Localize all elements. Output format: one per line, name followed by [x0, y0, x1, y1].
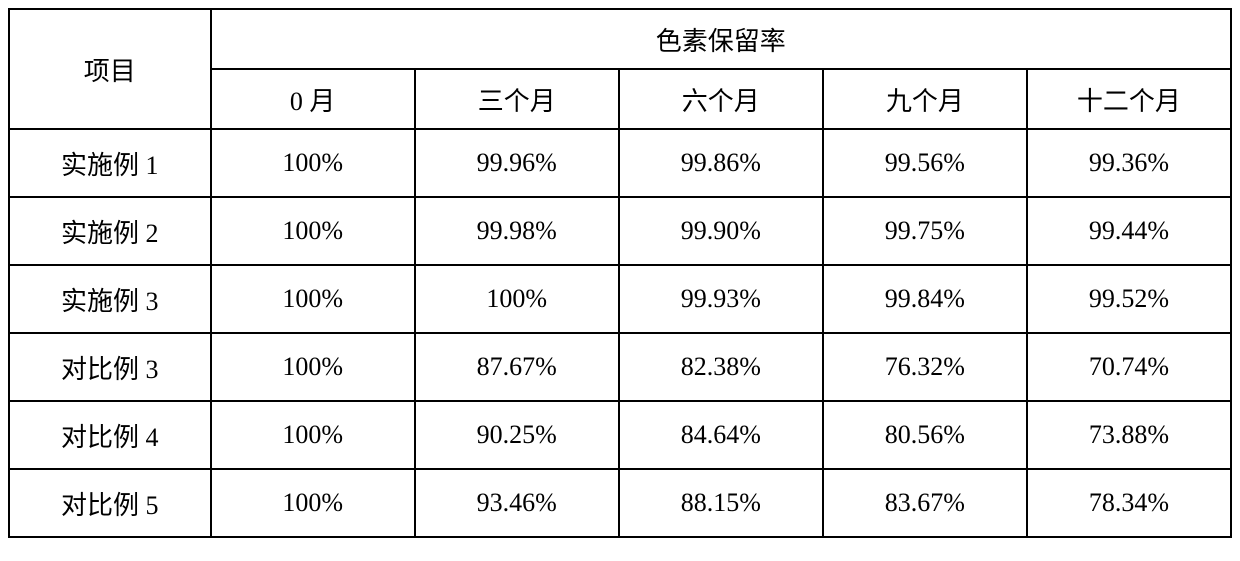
- cell-value: 83.67%: [823, 469, 1027, 537]
- column-header-2: 六个月: [619, 69, 823, 129]
- cell-value: 78.34%: [1027, 469, 1231, 537]
- table-row: 对比例 3 100% 87.67% 82.38% 76.32% 70.74%: [9, 333, 1231, 401]
- cell-value: 99.75%: [823, 197, 1027, 265]
- cell-value: 99.98%: [415, 197, 619, 265]
- column-header-3: 九个月: [823, 69, 1027, 129]
- row-label: 实施例 1: [9, 129, 211, 197]
- header-item: 项目: [9, 9, 211, 129]
- data-table: 项目 色素保留率 0 月 三个月 六个月 九个月 十二个月 实施例 1 100%…: [8, 8, 1232, 538]
- cell-value: 99.86%: [619, 129, 823, 197]
- table-row: 实施例 1 100% 99.96% 99.86% 99.56% 99.36%: [9, 129, 1231, 197]
- cell-value: 76.32%: [823, 333, 1027, 401]
- row-label: 实施例 3: [9, 265, 211, 333]
- cell-value: 70.74%: [1027, 333, 1231, 401]
- cell-value: 80.56%: [823, 401, 1027, 469]
- table-header-row-1: 项目 色素保留率: [9, 9, 1231, 69]
- cell-value: 100%: [415, 265, 619, 333]
- cell-value: 99.84%: [823, 265, 1027, 333]
- cell-value: 73.88%: [1027, 401, 1231, 469]
- cell-value: 100%: [211, 333, 415, 401]
- column-header-1: 三个月: [415, 69, 619, 129]
- cell-value: 90.25%: [415, 401, 619, 469]
- cell-value: 99.90%: [619, 197, 823, 265]
- row-label: 实施例 2: [9, 197, 211, 265]
- cell-value: 99.44%: [1027, 197, 1231, 265]
- row-label: 对比例 5: [9, 469, 211, 537]
- cell-value: 99.36%: [1027, 129, 1231, 197]
- table-body: 实施例 1 100% 99.96% 99.86% 99.56% 99.36% 实…: [9, 129, 1231, 537]
- cell-value: 93.46%: [415, 469, 619, 537]
- column-header-4: 十二个月: [1027, 69, 1231, 129]
- table-row: 实施例 2 100% 99.98% 99.90% 99.75% 99.44%: [9, 197, 1231, 265]
- table-row: 实施例 3 100% 100% 99.93% 99.84% 99.52%: [9, 265, 1231, 333]
- column-header-0: 0 月: [211, 69, 415, 129]
- cell-value: 100%: [211, 197, 415, 265]
- row-label: 对比例 4: [9, 401, 211, 469]
- cell-value: 99.56%: [823, 129, 1027, 197]
- header-group: 色素保留率: [211, 9, 1231, 69]
- cell-value: 84.64%: [619, 401, 823, 469]
- table-row: 对比例 5 100% 93.46% 88.15% 83.67% 78.34%: [9, 469, 1231, 537]
- cell-value: 99.93%: [619, 265, 823, 333]
- cell-value: 87.67%: [415, 333, 619, 401]
- cell-value: 88.15%: [619, 469, 823, 537]
- cell-value: 100%: [211, 401, 415, 469]
- cell-value: 99.52%: [1027, 265, 1231, 333]
- cell-value: 99.96%: [415, 129, 619, 197]
- table-row: 对比例 4 100% 90.25% 84.64% 80.56% 73.88%: [9, 401, 1231, 469]
- cell-value: 100%: [211, 265, 415, 333]
- row-label: 对比例 3: [9, 333, 211, 401]
- cell-value: 100%: [211, 469, 415, 537]
- cell-value: 82.38%: [619, 333, 823, 401]
- cell-value: 100%: [211, 129, 415, 197]
